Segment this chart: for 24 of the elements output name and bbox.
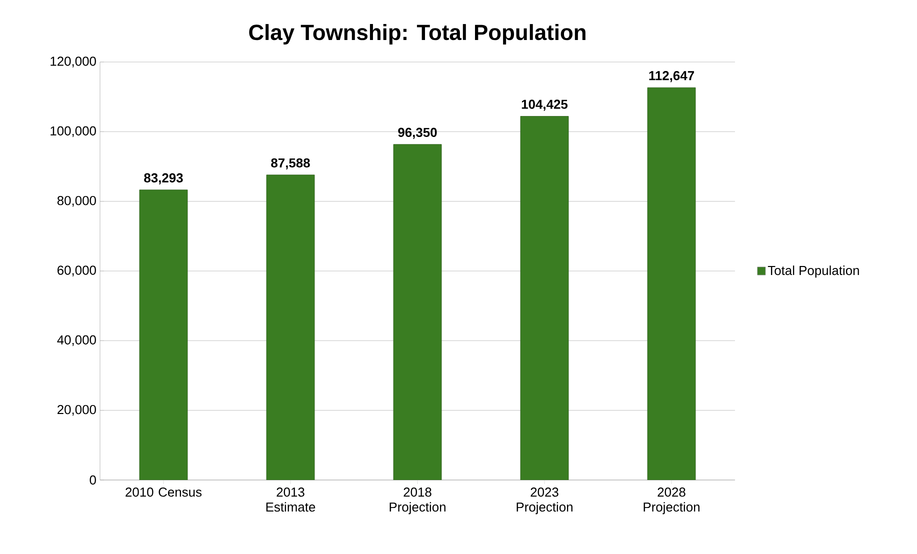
data-label: 112,647 bbox=[649, 71, 694, 82]
bar bbox=[139, 190, 188, 480]
legend-label: Total Population bbox=[768, 266, 859, 278]
bar bbox=[520, 116, 569, 480]
x-tick-label: 2023 Projection bbox=[516, 488, 572, 514]
y-tick-label: 100,000 bbox=[50, 126, 96, 138]
chart-title: Clay Township: Total Population bbox=[249, 24, 586, 44]
data-label: 87,588 bbox=[271, 158, 310, 170]
bar bbox=[647, 87, 696, 480]
x-tick-label: 2018 Projection bbox=[390, 488, 446, 514]
data-label: 83,293 bbox=[144, 173, 183, 184]
y-tick-label: 80,000 bbox=[57, 196, 96, 207]
y-tick-label: 20,000 bbox=[58, 404, 96, 416]
x-tick-label: 2010 Census bbox=[126, 488, 202, 497]
y-tick-label: 0 bbox=[90, 475, 96, 485]
data-label: 104,425 bbox=[522, 100, 568, 111]
y-tick-label: 40,000 bbox=[57, 335, 96, 346]
x-tick-label: 2028 Projection bbox=[644, 488, 700, 514]
bar bbox=[266, 174, 315, 480]
x-tick-label: 2013 Estimate bbox=[266, 488, 316, 512]
y-tick-label: 120,000 bbox=[50, 56, 96, 68]
data-label: 96,350 bbox=[398, 128, 437, 139]
bar bbox=[393, 144, 442, 480]
y-tick-label: 60,000 bbox=[58, 266, 96, 276]
